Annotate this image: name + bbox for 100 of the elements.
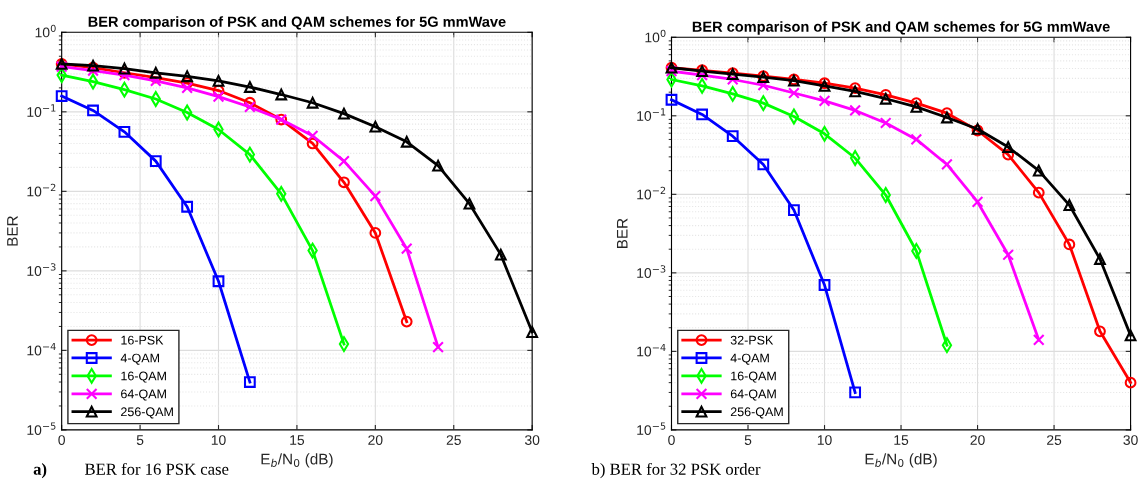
point <box>306 96 319 109</box>
point <box>87 104 99 117</box>
point <box>1063 238 1076 251</box>
point <box>338 176 350 189</box>
point <box>55 90 68 102</box>
y-axis-title: BER <box>7 216 18 246</box>
x-tick-label: 30 <box>1123 435 1138 445</box>
y-tick-label: 10$^{0}$ <box>645 29 666 43</box>
point <box>1094 325 1106 338</box>
point <box>243 96 256 109</box>
legend-label: 4-QAM <box>120 353 159 365</box>
point <box>87 73 99 90</box>
point <box>432 159 444 172</box>
point <box>1032 334 1045 346</box>
point <box>849 104 862 117</box>
point <box>149 155 162 168</box>
point <box>910 133 923 146</box>
point <box>306 137 319 150</box>
point <box>243 101 256 113</box>
text: a) <box>33 463 47 479</box>
point <box>818 279 831 291</box>
point <box>181 70 194 83</box>
legend-label: 16-PSK <box>121 335 164 345</box>
point <box>696 108 708 121</box>
point <box>788 108 800 125</box>
point <box>1032 164 1045 177</box>
point <box>818 94 831 107</box>
legend-label: 16-QAM <box>121 371 166 383</box>
point <box>432 341 444 353</box>
legend-label: 64-QAM <box>730 389 776 401</box>
point <box>369 190 382 203</box>
chart-title: BER comparison of PSK and QAM schemes for 5G mmWave <box>692 21 1110 35</box>
point <box>1032 186 1045 199</box>
text: BER for 16 PSK case <box>84 462 229 475</box>
legend-label: 32-PSK <box>730 335 774 345</box>
x-tick-label: 0 <box>58 435 65 445</box>
point <box>369 227 382 239</box>
point <box>1124 329 1137 342</box>
point <box>275 88 288 101</box>
legend-label: 4-QAM <box>730 353 769 365</box>
y-axis-title: BER <box>616 218 628 249</box>
point <box>1002 148 1015 161</box>
x-tick-label: 30 <box>524 435 540 445</box>
y-tick-label: 10$^{0}$ <box>35 24 56 38</box>
point <box>971 196 984 208</box>
point <box>400 315 413 328</box>
point <box>941 111 953 124</box>
point <box>726 130 739 143</box>
x-tick-label: 15 <box>894 435 909 445</box>
x-tick-label: 25 <box>446 435 461 445</box>
point <box>941 158 953 171</box>
x-tick-label: 0 <box>668 435 675 445</box>
point <box>400 135 413 148</box>
point <box>757 158 770 171</box>
y-tick-label: 10$^{−2}$ <box>27 183 56 197</box>
x-tick-label: 20 <box>970 435 985 445</box>
point <box>879 92 892 105</box>
point <box>941 337 953 354</box>
point <box>665 93 678 106</box>
point <box>788 87 800 99</box>
point <box>879 88 892 101</box>
x-tick-label: 25 <box>1047 435 1062 445</box>
point <box>494 248 507 261</box>
x-tick-label: 15 <box>290 435 305 445</box>
point <box>369 120 382 133</box>
point <box>696 78 708 94</box>
point <box>526 326 539 338</box>
point <box>338 336 350 352</box>
point <box>1124 376 1137 389</box>
x-tick-label: 10 <box>817 435 832 445</box>
point <box>181 200 194 213</box>
point <box>181 104 193 121</box>
x-axis-title: E$_{b}$/N$_{0}$ (dB) <box>865 453 937 468</box>
legend-label: 256-QAM <box>121 407 173 419</box>
point <box>181 81 194 94</box>
point <box>212 74 225 87</box>
point <box>212 90 225 103</box>
point <box>696 69 708 81</box>
y-tick-label: 10$^{−1}$ <box>27 104 56 117</box>
point <box>306 129 319 142</box>
point <box>338 107 350 120</box>
point <box>849 386 862 399</box>
chart-title: BER comparison of PSK and QAM schemes for 5G mmWave <box>88 16 506 30</box>
point <box>149 66 162 79</box>
y-tick-label: 10$^{−3}$ <box>637 265 666 278</box>
x-tick-label: 5 <box>744 435 752 445</box>
point <box>244 146 256 163</box>
point <box>243 376 256 388</box>
y-tick-label: 10$^{−1}$ <box>637 108 666 121</box>
point <box>1002 248 1015 261</box>
point <box>118 125 131 138</box>
legend-label: 16-QAM <box>731 371 776 383</box>
point <box>212 275 225 288</box>
x-tick-label: 20 <box>368 435 383 445</box>
point <box>118 62 131 75</box>
y-tick-label: 10$^{−3}$ <box>27 263 56 276</box>
point <box>788 204 800 216</box>
point <box>849 150 861 166</box>
y-tick-label: 10$^{−4}$ <box>27 342 56 356</box>
x-tick-label: 5 <box>136 435 144 445</box>
